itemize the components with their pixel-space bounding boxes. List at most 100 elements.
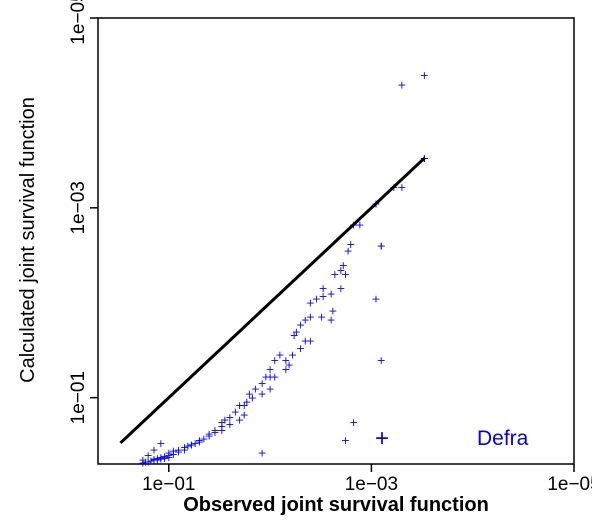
data-point: +	[317, 311, 326, 324]
y-tick-label: 1e−05	[68, 0, 89, 45]
data-point: +	[183, 440, 192, 453]
data-point: +	[306, 311, 315, 324]
data-point: +	[210, 426, 219, 439]
y-tick-label: 1e−01	[68, 371, 89, 424]
data-point: +	[240, 408, 249, 421]
data-point: +	[195, 436, 204, 449]
data-point: +	[330, 268, 339, 281]
data-point: +	[180, 441, 189, 454]
data-point: +	[248, 392, 257, 405]
data-point: +	[210, 424, 219, 437]
data-point: +	[326, 314, 335, 327]
y-tick-label: 1e−03	[68, 181, 89, 234]
data-point: +	[195, 434, 204, 447]
data-point: +	[349, 416, 358, 429]
data-point: +	[284, 359, 293, 372]
data-point: +	[225, 411, 234, 424]
data-point: +	[292, 325, 301, 338]
data-point: +	[306, 297, 315, 310]
y-axis-title: Calculated joint survival function	[17, 97, 39, 383]
data-point: +	[265, 371, 274, 384]
data-point: +	[339, 259, 348, 272]
legend: + Defra	[375, 425, 529, 452]
plot-frame	[97, 17, 575, 465]
data-point: +	[355, 219, 364, 232]
data-point: +	[251, 383, 260, 396]
data-point: +	[174, 446, 183, 459]
x-tick-label: 1e−05	[547, 474, 592, 495]
data-point: +	[275, 348, 284, 361]
data-point: +	[289, 329, 298, 342]
points-layer: +++++++++++++++++++++++++ +++++++++ ++++++…	[138, 69, 429, 469]
data-point: +	[169, 445, 178, 458]
data-point: +	[270, 354, 279, 367]
data-point: +	[257, 387, 266, 400]
x-tick-label: 1e−01	[142, 474, 195, 495]
data-point: +	[164, 447, 173, 460]
data-point: +	[231, 406, 240, 419]
data-point: +	[318, 282, 327, 295]
data-point: +	[245, 387, 254, 400]
data-point: +	[281, 354, 290, 367]
data-point: +	[138, 456, 147, 469]
data-point: +	[296, 342, 305, 355]
data-point: +	[265, 363, 274, 376]
data-point: +	[281, 363, 290, 376]
data-point: +	[225, 418, 234, 431]
data-point: +	[217, 416, 226, 429]
data-point: +	[156, 451, 165, 464]
x-axis-ticks: 1e−01 1e−03 1e−05	[142, 464, 592, 495]
x-axis-title: Observed joint survival function	[183, 494, 489, 516]
data-point: +	[153, 452, 162, 465]
data-point: +	[377, 240, 386, 253]
data-point: +	[397, 78, 406, 91]
data-point: +	[217, 420, 226, 433]
data-point: +	[288, 348, 297, 361]
data-point: +	[377, 240, 386, 253]
data-point: +	[160, 450, 169, 463]
data-point: +	[149, 453, 158, 466]
data-point: +	[187, 438, 196, 451]
y-axis-ticks: 1e−01 1e−03 1e−05	[68, 0, 98, 424]
data-point: +	[261, 371, 270, 384]
data-point: +	[204, 429, 213, 442]
data-point: +	[240, 399, 249, 412]
data-point: +	[190, 437, 199, 450]
data-point: +	[306, 335, 315, 348]
data-point: +	[242, 396, 251, 409]
data-point: +	[156, 453, 165, 466]
data-point: +	[371, 292, 380, 305]
data-point: +	[312, 292, 321, 305]
data-point: +	[143, 449, 152, 462]
data-point: +	[156, 437, 165, 450]
data-point: +	[296, 319, 305, 332]
data-point: +	[301, 314, 310, 327]
data-point: +	[141, 455, 150, 468]
data-point: +	[343, 244, 352, 257]
data-point: +	[257, 377, 266, 390]
data-point: +	[149, 454, 158, 467]
data-point: +	[217, 424, 226, 437]
data-point: +	[326, 288, 335, 301]
data-point: +	[318, 290, 327, 303]
data-point: +	[336, 282, 345, 295]
data-point: +	[397, 181, 406, 194]
data-point: +	[174, 443, 183, 456]
data-point: +	[420, 69, 429, 82]
data-point: +	[270, 371, 279, 384]
data-point: +	[164, 449, 173, 462]
x-tick-label: 1e−03	[345, 474, 398, 495]
data-point: +	[164, 451, 173, 464]
data-point: +	[169, 448, 178, 461]
data-point: +	[149, 443, 158, 456]
data-point: +	[341, 434, 350, 447]
data-point: +	[336, 264, 345, 277]
data-point: +	[346, 238, 355, 251]
legend-label: Defra	[477, 427, 529, 450]
data-point: +	[257, 447, 266, 460]
data-point: +	[377, 354, 386, 367]
data-point: +	[180, 443, 189, 456]
data-point: +	[265, 383, 274, 396]
data-point: +	[235, 414, 244, 427]
